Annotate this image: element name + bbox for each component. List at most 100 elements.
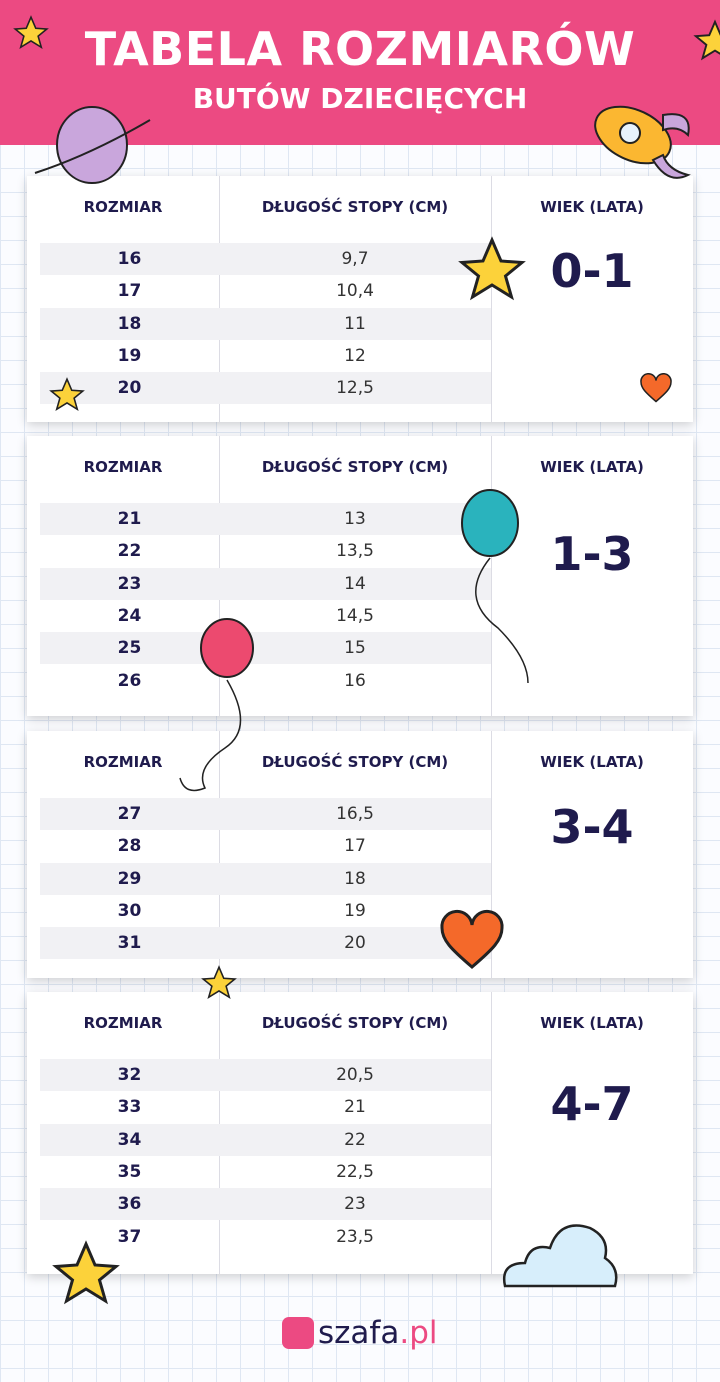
table-row: 24 14,5: [40, 600, 491, 632]
size-cell: 19: [117, 346, 142, 367]
star-icon: [458, 236, 526, 301]
size-cell: 16: [117, 249, 142, 270]
size-cell: 30: [117, 901, 142, 922]
table-row: 20 12,5: [40, 372, 491, 405]
table-row: 25 15: [40, 632, 491, 665]
star-icon: [201, 965, 237, 999]
length-cell: 22,5: [336, 1162, 374, 1183]
length-cell: 23: [344, 1194, 366, 1215]
size-cell: 25: [117, 638, 142, 659]
size-table: ROZMIAR DŁUGOŚĆ STOPY (CM) WIEK (LATA) 1-3 2…: [27, 436, 693, 716]
size-cell: 36: [117, 1194, 142, 1215]
length-cell: 20,5: [336, 1065, 374, 1086]
header-length: DŁUGOŚĆ STOPY (CM): [261, 198, 449, 216]
table-row: 36 23: [40, 1188, 491, 1221]
size-cell: 29: [117, 868, 142, 889]
size-cell: 33: [117, 1097, 142, 1118]
length-cell: 13: [344, 509, 366, 530]
page-subtitle: BUTÓW DZIECIĘCYCH: [192, 82, 528, 115]
length-cell: 22: [344, 1129, 366, 1150]
planet-icon: [34, 106, 151, 184]
header-size: ROZMIAR: [83, 198, 163, 216]
length-cell: 20: [344, 933, 366, 954]
star-icon: [52, 1240, 120, 1305]
size-cell: 34: [117, 1129, 142, 1150]
header-length: DŁUGOŚĆ STOPY (CM): [261, 753, 449, 771]
age-range: 1-3: [550, 527, 634, 581]
heart-icon: [640, 372, 672, 403]
star-icon: [693, 19, 720, 61]
header-age: WIEK (LATA): [540, 198, 644, 216]
table-row: 23 14: [40, 567, 491, 600]
size-cell: 22: [117, 541, 142, 562]
header-age: WIEK (LATA): [540, 1014, 644, 1032]
page-title: TABELA ROZMIARÓW: [84, 22, 636, 76]
balloon-icon: [461, 489, 529, 684]
length-cell: 14: [344, 573, 366, 594]
size-cell: 26: [117, 670, 142, 691]
table-row: 31 20: [40, 927, 491, 960]
size-cell: 17: [117, 281, 142, 302]
divider: [219, 176, 220, 422]
age-range: 0-1: [550, 244, 634, 298]
divider: [219, 731, 220, 978]
table-row: 28 17: [40, 830, 491, 862]
length-cell: 12,5: [336, 378, 374, 399]
size-table: ROZMIAR DŁUGOŚĆ STOPY (CM) WIEK (LATA) 0-1 1…: [27, 176, 693, 422]
header-size: ROZMIAR: [83, 753, 163, 771]
table-row: 16 9,7: [40, 243, 491, 276]
table-row: 17 10,4: [40, 275, 491, 307]
table-row: 19 12: [40, 340, 491, 372]
length-cell: 16: [344, 670, 366, 691]
length-cell: 23,5: [336, 1226, 374, 1247]
table-rows: 21 13 22 13,5 23 14 24 14,5 25 15 26 16: [40, 503, 491, 697]
length-cell: 17: [344, 836, 366, 857]
table-row: 29 18: [40, 862, 491, 895]
header-size: ROZMIAR: [83, 1014, 163, 1032]
rocket-icon: [594, 105, 691, 179]
size-cell: 21: [117, 509, 142, 530]
szafa-logo[interactable]: szafa .pl: [282, 1315, 438, 1351]
table-row: 35 22,5: [40, 1156, 491, 1188]
age-range: 4-7: [550, 1077, 634, 1131]
length-cell: 18: [344, 868, 366, 889]
size-cell: 31: [117, 933, 142, 954]
size-cell: 35: [117, 1162, 142, 1183]
table-row: 18 11: [40, 307, 491, 340]
header-size: ROZMIAR: [83, 458, 163, 476]
table-row: 37 23,5: [40, 1220, 491, 1252]
divider: [491, 176, 492, 422]
heart-icon: [440, 909, 504, 969]
length-cell: 13,5: [336, 541, 374, 562]
size-cell: 18: [117, 313, 142, 334]
size-cell: 37: [117, 1226, 142, 1247]
length-cell: 15: [344, 638, 366, 659]
table-row: 32 20,5: [40, 1059, 491, 1092]
length-cell: 19: [344, 901, 366, 922]
size-cell: 23: [117, 573, 142, 594]
length-cell: 12: [344, 346, 366, 367]
balloon-icon: [179, 618, 254, 792]
star-icon: [13, 15, 49, 49]
table-row: 33 21: [40, 1091, 491, 1123]
table-row: 22 13,5: [40, 535, 491, 567]
length-cell: 21: [344, 1097, 366, 1118]
divider: [491, 436, 492, 716]
length-cell: 10,4: [336, 281, 374, 302]
star-icon: [49, 377, 85, 411]
size-cell: 24: [117, 606, 142, 627]
length-cell: 14,5: [336, 606, 374, 627]
table-row: 30 19: [40, 895, 491, 927]
divider: [491, 992, 492, 1274]
header-length: DŁUGOŚĆ STOPY (CM): [261, 458, 449, 476]
age-range: 3-4: [550, 800, 634, 854]
table-row: 34 22: [40, 1123, 491, 1156]
hanger-icon: [282, 1317, 314, 1349]
logo-text: szafa: [318, 1315, 400, 1351]
length-cell: 11: [344, 313, 366, 334]
size-cell: 28: [117, 836, 142, 857]
size-cell: 32: [117, 1065, 142, 1086]
table-row: 21 13: [40, 503, 491, 536]
length-cell: 9,7: [341, 249, 369, 270]
size-table: ROZMIAR DŁUGOŚĆ STOPY (CM) WIEK (LATA) 4-7 3…: [27, 992, 693, 1274]
